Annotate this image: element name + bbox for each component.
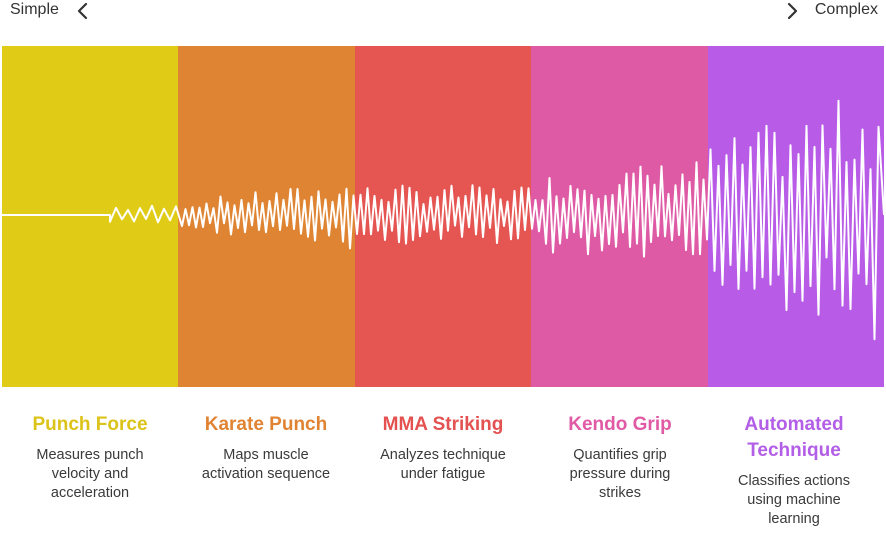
waveform-line: [2, 99, 884, 341]
stage-description: Analyzes technique under fatigue: [380, 447, 506, 482]
stage-title: MMA Striking: [382, 414, 504, 435]
stage-automated-technique: Automated Technique Classifies actions u…: [719, 408, 869, 529]
stage-description: Classifies actions using machine learnin…: [737, 473, 850, 527]
stage-description: Maps muscle activation sequence: [201, 447, 331, 482]
stage-description: Quantifies grip pressure during strikes: [569, 447, 671, 501]
stage-description: Measures punch velocity and acceleration: [36, 447, 144, 501]
complexity-bands: [2, 46, 885, 387]
stage-karate-punch: Karate Punch Maps muscle activation sequ…: [191, 408, 341, 484]
stage-title: Karate Punch: [204, 414, 328, 435]
signal-waveform: [2, 99, 884, 341]
chevron-right-icon[interactable]: [784, 2, 800, 20]
stage-kendo-grip: Kendo Grip Quantifies grip pressure duri…: [545, 408, 695, 503]
stage-title: Kendo Grip: [568, 414, 672, 435]
band-punch-force: [2, 46, 179, 387]
stage-mma-striking: MMA Striking Analyzes technique under fa…: [368, 408, 518, 484]
stage-title: Automated Technique: [744, 414, 844, 461]
stage-title: Punch Force: [32, 414, 148, 435]
scale-complex-label: Complex: [814, 1, 878, 18]
stage-punch-force: Punch Force Measures punch velocity and …: [15, 408, 165, 503]
chevron-left-icon[interactable]: [75, 2, 91, 20]
scale-simple-label: Simple: [10, 1, 59, 18]
